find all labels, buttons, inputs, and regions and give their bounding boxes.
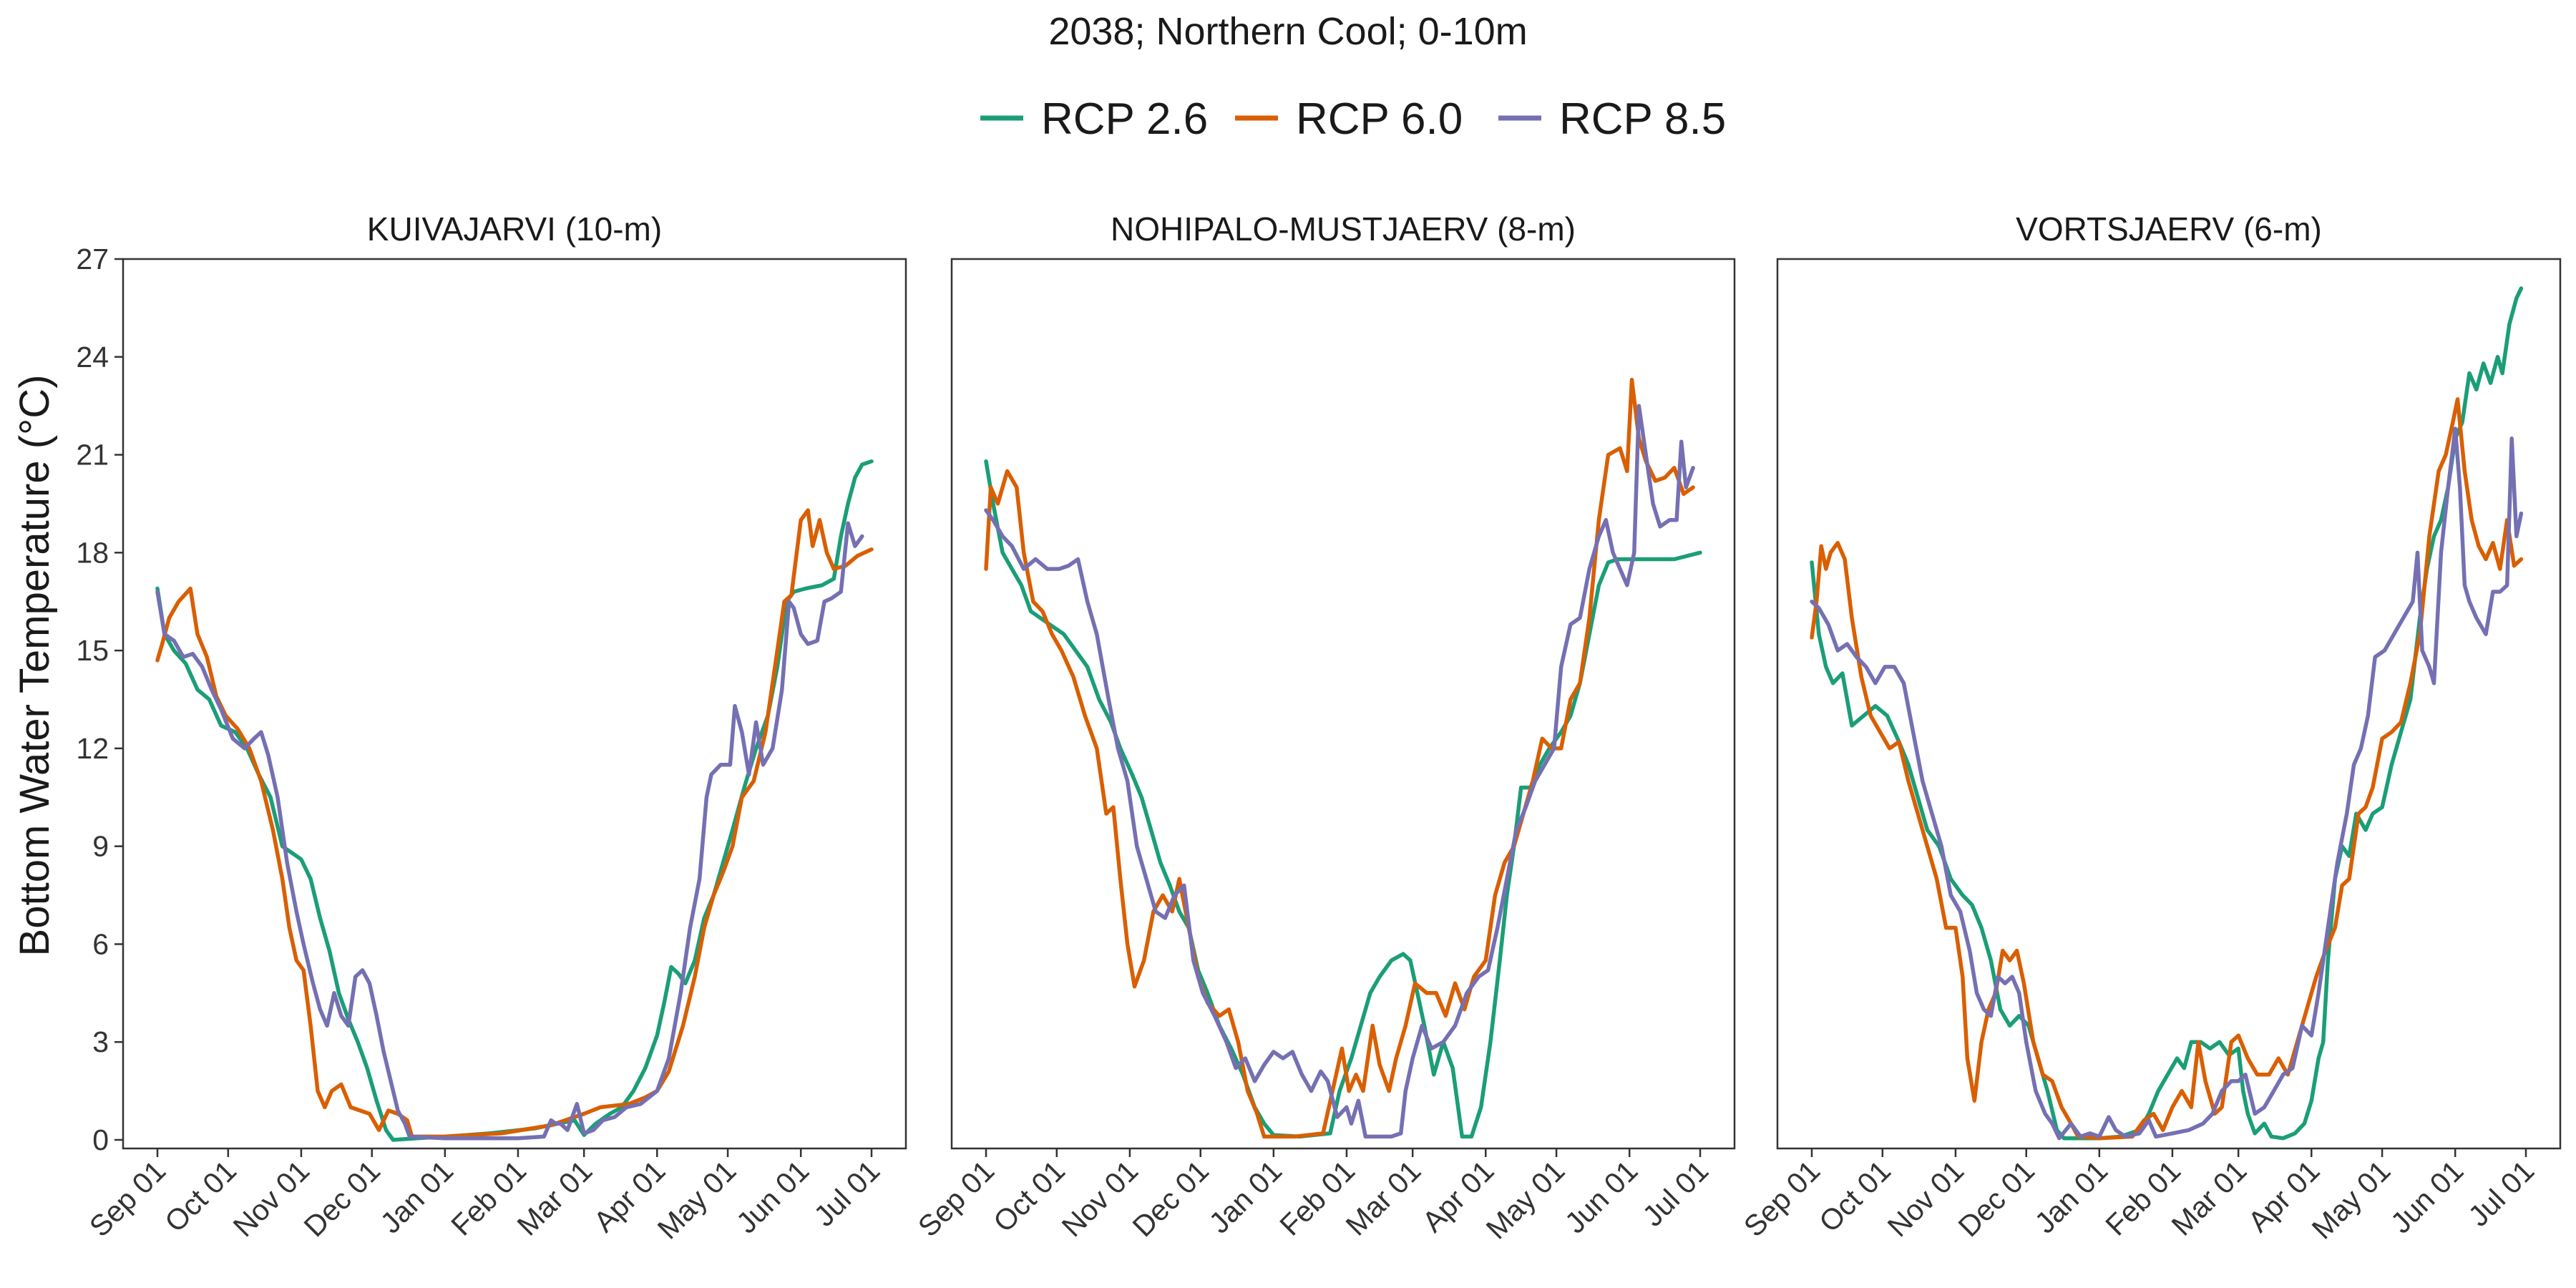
- x-tick-label: Jun 01: [2384, 1154, 2470, 1240]
- legend-item-rcp60: RCP 6.0: [1235, 94, 1463, 144]
- x-tick-label: Oct 01: [1813, 1154, 1897, 1239]
- x-tick-label: May 01: [1480, 1154, 1571, 1246]
- panel-title: VORTSJAERV (6-m): [2016, 210, 2322, 248]
- x-tick-label: Dec 01: [1126, 1154, 1215, 1243]
- panel-title: NOHIPALO-MUSTJAERV (8-m): [1111, 210, 1576, 248]
- x-tick-label: Jul 01: [2462, 1154, 2540, 1233]
- legend-label-rcp60: RCP 6.0: [1296, 94, 1463, 144]
- y-tick-label: 0: [92, 1123, 109, 1156]
- legend: RCP 2.6 RCP 6.0 RCP 8.5: [980, 94, 1726, 144]
- series-line-rcp-6-0: [1810, 397, 2524, 1141]
- legend-label-rcp26: RCP 2.6: [1041, 94, 1208, 144]
- x-tick-label: Oct 01: [987, 1154, 1071, 1239]
- panel-border: [1776, 258, 2562, 1150]
- y-tick-label: 24: [76, 341, 109, 374]
- x-tick-label: Feb 01: [445, 1154, 533, 1242]
- series-line-rcp-6-0: [155, 508, 874, 1139]
- x-tick-label: Jul 01: [1636, 1154, 1714, 1233]
- y-tick-label: 18: [76, 536, 109, 569]
- x-tick-label: Jun 01: [1558, 1154, 1644, 1240]
- x-tick-label: Nov 01: [227, 1154, 316, 1243]
- x-tick-label: Feb 01: [2099, 1154, 2187, 1242]
- series-line-rcp-8-5: [155, 521, 864, 1141]
- y-tick-label: 6: [92, 927, 109, 960]
- panel-kuivajarvi-10-m: KUIVAJARVI (10-m) 0 3 6 9 12 15 18 21 24 27 Sep 01O…: [76, 210, 907, 1246]
- x-tick-label: Mar 01: [1340, 1154, 1428, 1242]
- series-line-rcp-6-0: [984, 377, 1695, 1139]
- y-tick-label: 9: [92, 830, 109, 863]
- x-tick-label: Jun 01: [730, 1154, 816, 1240]
- series-line-rcp-8-5: [984, 404, 1695, 1139]
- y-tick-label: 3: [92, 1025, 109, 1058]
- y-tick-label: 21: [76, 439, 109, 472]
- x-tick-label: Sep 01: [83, 1154, 172, 1243]
- legend-item-rcp26: RCP 2.6: [980, 94, 1208, 144]
- panel-title: KUIVAJARVI (10-m): [367, 210, 662, 248]
- x-tick-label: May 01: [651, 1154, 743, 1246]
- legend-label-rcp85: RCP 8.5: [1559, 94, 1726, 144]
- x-tick-label: Sep 01: [912, 1154, 1000, 1243]
- x-tick-label: Mar 01: [511, 1154, 599, 1242]
- x-tick-label: Jan 01: [1203, 1154, 1289, 1240]
- x-tick-label: Jan 01: [2029, 1154, 2114, 1240]
- panel-border: [122, 258, 907, 1150]
- x-tick-label: Nov 01: [1055, 1154, 1144, 1243]
- y-axis-label: Bottom Water Temperature (°C): [11, 375, 58, 957]
- y-tick-label: 12: [76, 732, 109, 765]
- legend-item-rcp85: RCP 8.5: [1498, 94, 1726, 144]
- x-tick-label: Jan 01: [374, 1154, 460, 1240]
- x-tick-label: Dec 01: [1952, 1154, 2041, 1243]
- y-tick-label: 15: [76, 634, 109, 667]
- series-line-rcp-8-5: [1810, 426, 2524, 1141]
- x-tick-label: Jul 01: [807, 1154, 886, 1233]
- series-line-rcp-2-6: [1810, 286, 2524, 1141]
- series-line-rcp-2-6: [984, 459, 1702, 1139]
- x-tick-label: May 01: [2306, 1154, 2397, 1246]
- x-tick-label: Feb 01: [1274, 1154, 1362, 1242]
- x-tick-label: Oct 01: [158, 1154, 243, 1239]
- chart-title: 2038; Northern Cool; 0-10m: [1048, 10, 1527, 53]
- x-tick-label: Sep 01: [1737, 1154, 1826, 1243]
- x-tick-label: Nov 01: [1881, 1154, 1970, 1243]
- x-tick-label: Mar 01: [2165, 1154, 2253, 1242]
- x-tick-label: Dec 01: [298, 1154, 386, 1243]
- y-tick-label: 27: [76, 243, 109, 275]
- panel-border: [950, 258, 1736, 1150]
